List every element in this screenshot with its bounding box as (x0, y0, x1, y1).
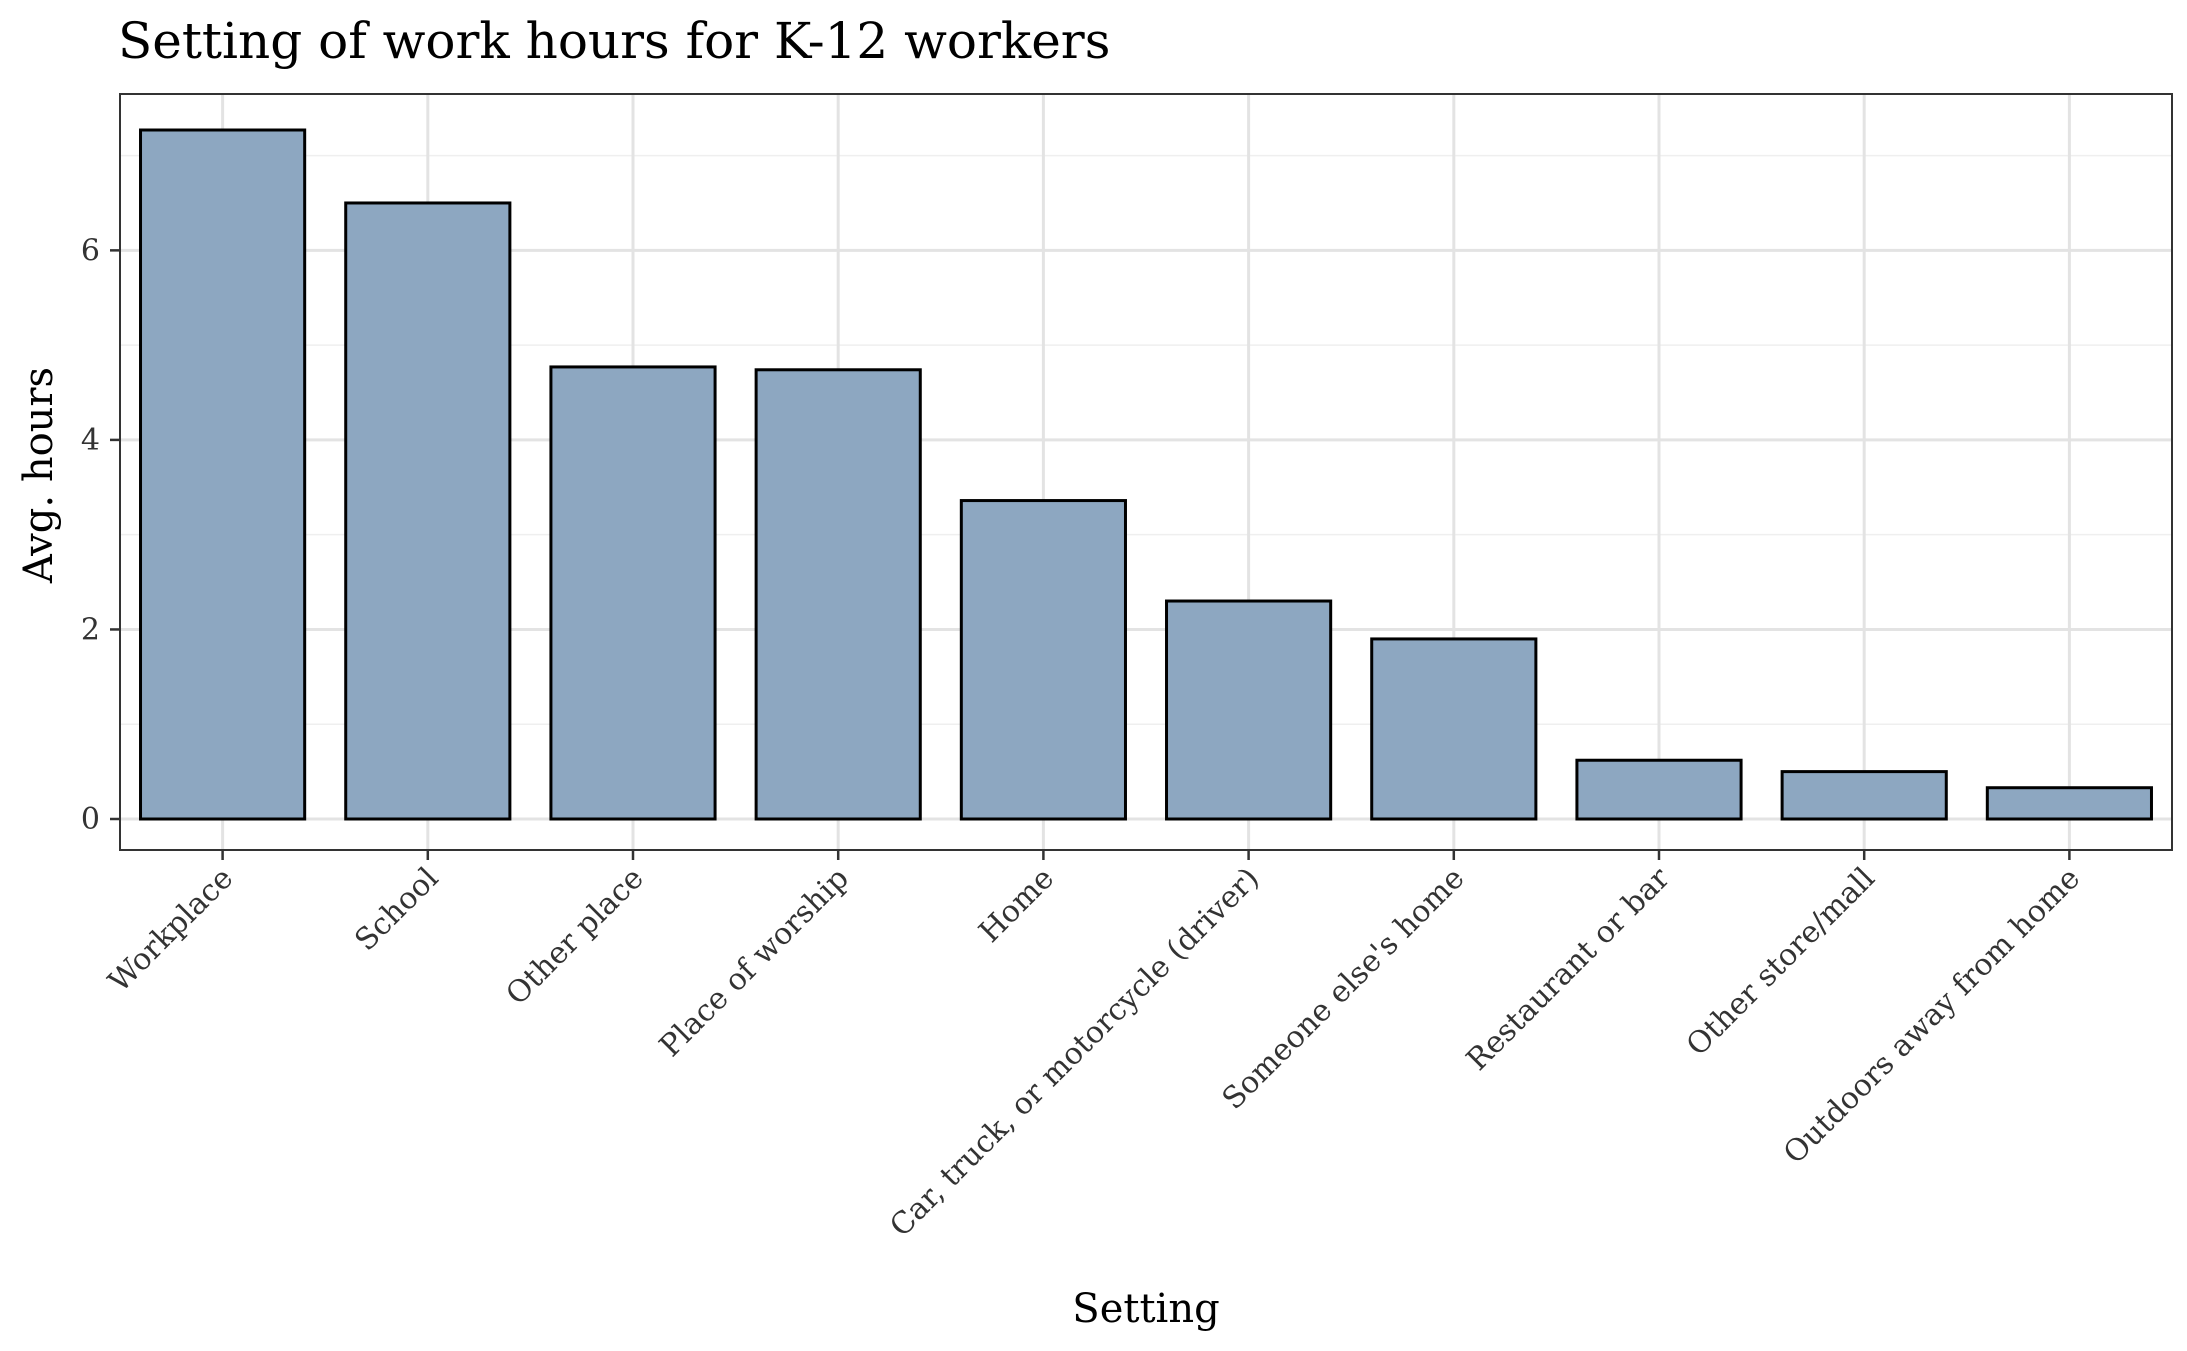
bar-1 (139, 128, 307, 821)
bar-3 (549, 365, 717, 821)
x-axis: Workplace School Other place Place of worsh… (102, 850, 2087, 1244)
x-tick-label: Other store/mall (1680, 861, 1882, 1063)
bar-6 (1165, 599, 1333, 821)
plot-panel-border (119, 93, 2173, 851)
bar-2 (344, 201, 512, 821)
bar-8 (1575, 758, 1743, 821)
x-tick-label: Restaurant or bar (1460, 860, 1677, 1077)
x-tick-label: Workplace (102, 861, 240, 999)
y-tick-label: 6 (81, 233, 100, 268)
bar-10 (1985, 786, 2153, 821)
y-axis: 0 2 4 6 (81, 233, 120, 837)
x-axis-title: Setting (1072, 1286, 1219, 1332)
bar-7 (1370, 637, 1538, 821)
bars (139, 128, 2153, 821)
x-tick-label: Other place (499, 861, 650, 1012)
y-tick-label: 2 (81, 612, 100, 647)
y-tick-label: 4 (81, 423, 100, 458)
bar-4 (754, 368, 922, 821)
x-tick-label: Someone else's home (1216, 861, 1472, 1117)
x-tick-label: Home (972, 861, 1061, 950)
chart-title: Setting of work hours for K-12 workers (118, 12, 1110, 70)
y-axis-title: Avg. hours (16, 367, 62, 584)
x-tick-label: Car, truck, or motorcycle (driver) (883, 861, 1266, 1244)
bar-9 (1780, 770, 1948, 821)
x-tick-label: School (348, 861, 445, 958)
bar-5 (959, 499, 1127, 821)
x-tick-label: Place of worship (653, 861, 856, 1064)
y-tick-label: 0 (81, 802, 100, 837)
